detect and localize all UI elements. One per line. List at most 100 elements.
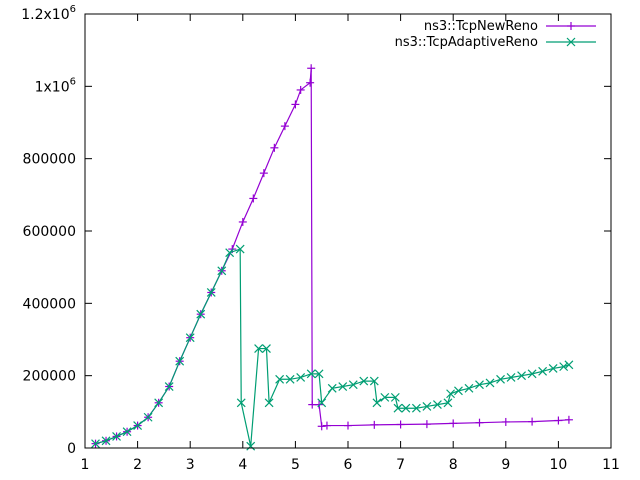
data-point xyxy=(246,441,256,451)
data-point xyxy=(528,417,537,426)
x-tick-label: 5 xyxy=(291,457,300,473)
data-point xyxy=(270,143,279,152)
data-point xyxy=(235,244,245,254)
data-point xyxy=(517,371,527,381)
data-point xyxy=(559,362,569,372)
legend-swatch-marker xyxy=(567,22,575,30)
y-tick-label: 1.2x106 xyxy=(21,4,76,23)
data-point xyxy=(396,420,405,429)
y-tick-label: 600000 xyxy=(23,224,76,240)
series-tcp-adaptivereno xyxy=(91,244,574,451)
x-tick-label: 4 xyxy=(238,457,247,473)
data-point xyxy=(143,412,153,422)
data-point xyxy=(112,432,121,441)
data-point xyxy=(308,400,317,409)
data-point xyxy=(259,169,268,178)
ticks-layer: 1 2 3 4 5 6 7 8 9 10 11 0 200000 400000 600000 800000 1x… xyxy=(21,4,620,473)
data-point xyxy=(185,333,195,343)
x-tick-label: 8 xyxy=(449,457,458,473)
data-point xyxy=(401,403,411,413)
y-tick-label-exponent: 6 xyxy=(70,76,76,87)
legend-label: ns3::TcpNewReno xyxy=(424,19,538,34)
series-layer xyxy=(91,64,574,451)
x-tick-label: 1 xyxy=(81,457,90,473)
y-tick-label-base: 800000 xyxy=(23,152,76,168)
data-point xyxy=(133,421,143,431)
data-point xyxy=(196,309,206,319)
data-point xyxy=(314,369,324,379)
data-point xyxy=(443,398,453,408)
y-tick-label-base: 1.2x10 xyxy=(21,7,69,23)
y-tick-label: 0 xyxy=(67,441,76,457)
data-point xyxy=(422,401,432,411)
data-point xyxy=(122,427,132,437)
data-point xyxy=(446,389,455,399)
data-point xyxy=(564,415,573,424)
data-point xyxy=(390,392,400,402)
data-point xyxy=(236,398,246,408)
data-point xyxy=(296,373,306,382)
y-tick-label-exponent: 6 xyxy=(70,4,76,15)
data-point xyxy=(154,398,164,408)
data-point xyxy=(548,364,558,373)
y-tick-label: 200000 xyxy=(23,369,76,385)
data-point xyxy=(475,380,484,390)
data-point xyxy=(296,85,305,94)
data-point xyxy=(306,78,315,87)
data-point xyxy=(564,360,574,370)
data-point xyxy=(432,400,442,410)
data-point xyxy=(475,418,484,427)
data-point xyxy=(217,266,227,276)
data-point xyxy=(317,422,326,431)
data-point xyxy=(327,383,337,393)
data-point xyxy=(206,288,216,297)
data-point xyxy=(101,436,111,446)
data-point xyxy=(164,382,174,391)
data-point xyxy=(485,378,495,388)
data-point xyxy=(291,100,300,109)
data-point xyxy=(411,403,421,413)
data-point xyxy=(449,419,458,428)
data-point xyxy=(372,398,382,408)
y-tick-label-base: 200000 xyxy=(23,369,76,385)
data-point xyxy=(527,369,537,379)
y-tick-label-base: 400000 xyxy=(23,296,76,312)
data-point xyxy=(275,374,285,384)
y-tick-label-base: 0 xyxy=(67,441,76,457)
data-point xyxy=(348,380,358,390)
data-point xyxy=(454,386,463,396)
x-tick-label: 2 xyxy=(133,457,142,473)
data-point xyxy=(280,122,289,131)
y-tick-label: 400000 xyxy=(23,296,76,312)
data-point xyxy=(254,344,264,353)
data-point xyxy=(370,420,379,429)
data-point xyxy=(369,376,379,386)
x-tick-label: 10 xyxy=(549,457,567,473)
y-tick-label: 800000 xyxy=(23,152,76,168)
data-point xyxy=(393,403,403,413)
data-point xyxy=(91,439,100,449)
data-point xyxy=(359,376,369,386)
x-tick-label: 3 xyxy=(186,457,195,473)
data-point xyxy=(464,383,474,393)
data-point xyxy=(501,417,510,426)
y-tick-label-base: 1x10 xyxy=(35,79,70,95)
data-point xyxy=(506,373,516,382)
data-point xyxy=(225,248,235,258)
data-point xyxy=(306,369,316,379)
x-tick-label: 6 xyxy=(344,457,353,473)
data-point xyxy=(344,421,352,430)
data-point xyxy=(175,356,185,366)
data-point xyxy=(264,398,274,408)
data-point xyxy=(496,374,505,384)
data-point xyxy=(262,344,271,353)
data-point xyxy=(554,416,563,425)
y-tick-label-base: 600000 xyxy=(23,224,76,240)
data-point xyxy=(422,420,431,429)
data-point xyxy=(285,374,295,384)
data-point xyxy=(338,382,348,391)
data-point xyxy=(322,421,331,430)
x-tick-label: 9 xyxy=(501,457,510,473)
